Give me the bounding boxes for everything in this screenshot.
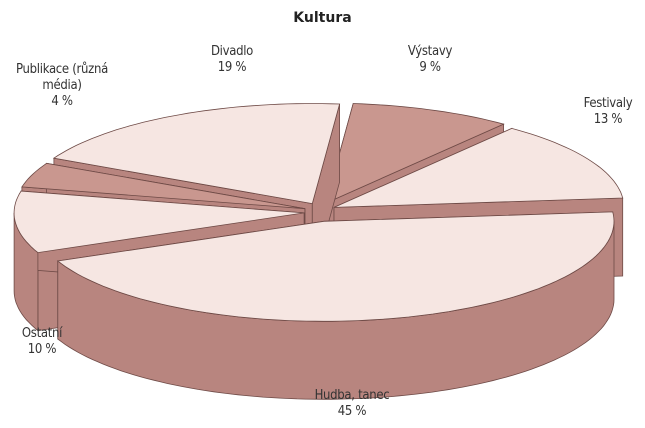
slice-label: Publikace (různá média) 4 % — [12, 62, 112, 110]
slice-label: Výstavy 9 % — [375, 44, 485, 76]
value-label: 9 % — [419, 60, 441, 75]
value-label: 45 % — [337, 404, 367, 419]
slice-label: Divadlo 19 % — [177, 44, 287, 76]
category-label: Divadlo — [210, 44, 254, 59]
slice — [333, 127, 624, 208]
category-label: Festivaly — [583, 96, 633, 111]
category-label: Publikace (různá média) — [16, 62, 108, 93]
slice — [325, 103, 505, 204]
slice — [21, 162, 305, 210]
category-label: Ostatní — [21, 326, 63, 341]
chart-title: Kultura — [293, 10, 352, 26]
value-label: 19 % — [217, 60, 247, 75]
slice-label: Ostatní 10 % — [0, 326, 97, 358]
value-label: 4 % — [51, 94, 73, 109]
slice — [13, 190, 305, 254]
slice-label: Hudba, tanec 45 % — [297, 388, 407, 420]
category-label: Výstavy — [407, 44, 453, 59]
slice — [56, 211, 615, 322]
category-label: Hudba, tanec — [314, 388, 390, 403]
slice-label: Festivaly 13 % — [553, 96, 645, 128]
slice — [52, 103, 341, 205]
value-label: 10 % — [27, 342, 57, 357]
value-label: 13 % — [593, 112, 623, 127]
